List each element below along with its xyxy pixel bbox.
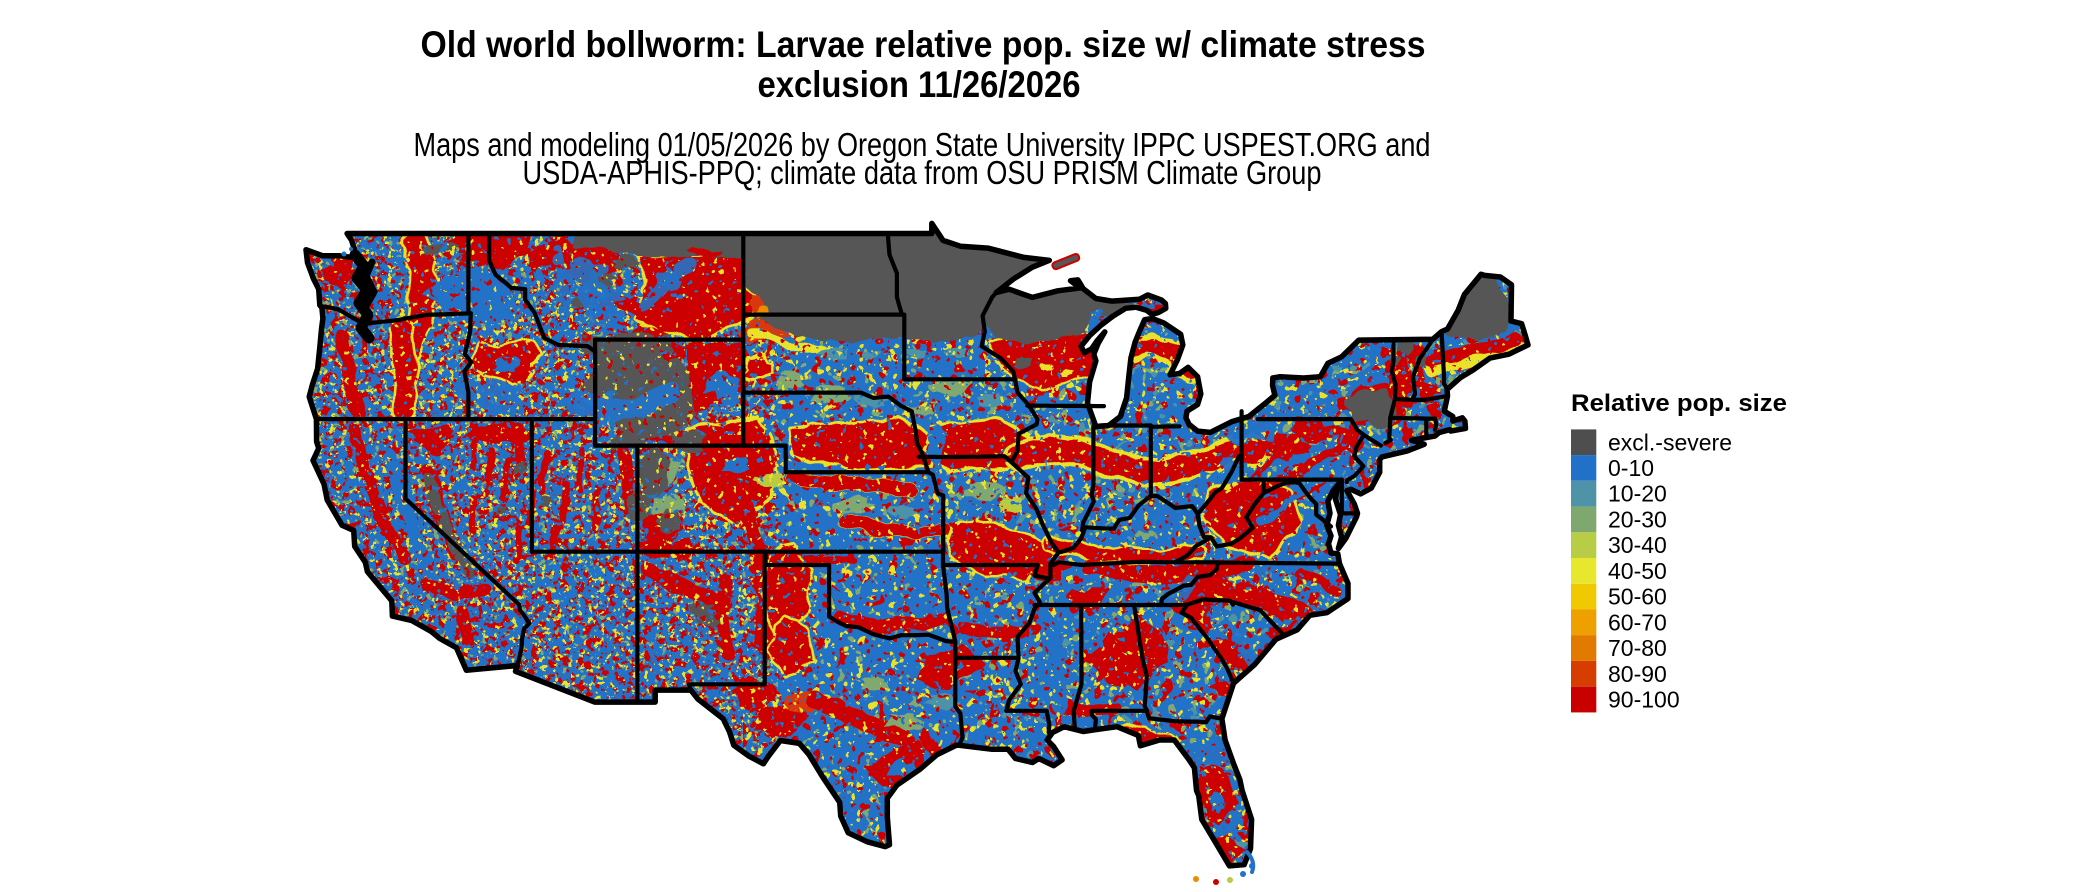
svg-text:70-80: 70-80 xyxy=(1608,635,1667,661)
svg-text:exclusion 11/26/2026: exclusion 11/26/2026 xyxy=(758,64,1081,105)
svg-text:80-90: 80-90 xyxy=(1608,661,1667,687)
svg-text:Maps and modeling 01/05/2026 b: Maps and modeling 01/05/2026 by Oregon S… xyxy=(414,126,1431,163)
svg-text:50-60: 50-60 xyxy=(1608,584,1667,610)
svg-text:USDA-APHIS-PPQ; climate data f: USDA-APHIS-PPQ; climate data from OSU PR… xyxy=(523,154,1322,191)
svg-text:30-40: 30-40 xyxy=(1608,532,1667,558)
svg-text:Relative pop. size: Relative pop. size xyxy=(1571,390,1787,417)
svg-text:90-100: 90-100 xyxy=(1608,687,1680,713)
svg-text:excl.-severe: excl.-severe xyxy=(1608,429,1732,455)
svg-text:60-70: 60-70 xyxy=(1608,609,1667,635)
svg-text:0-10: 0-10 xyxy=(1608,455,1654,481)
svg-text:40-50: 40-50 xyxy=(1608,558,1667,584)
svg-text:10-20: 10-20 xyxy=(1608,481,1667,507)
svg-text:Old world bollworm: Larvae rel: Old world bollworm: Larvae relative pop.… xyxy=(421,24,1426,65)
svg-text:20-30: 20-30 xyxy=(1608,507,1667,533)
